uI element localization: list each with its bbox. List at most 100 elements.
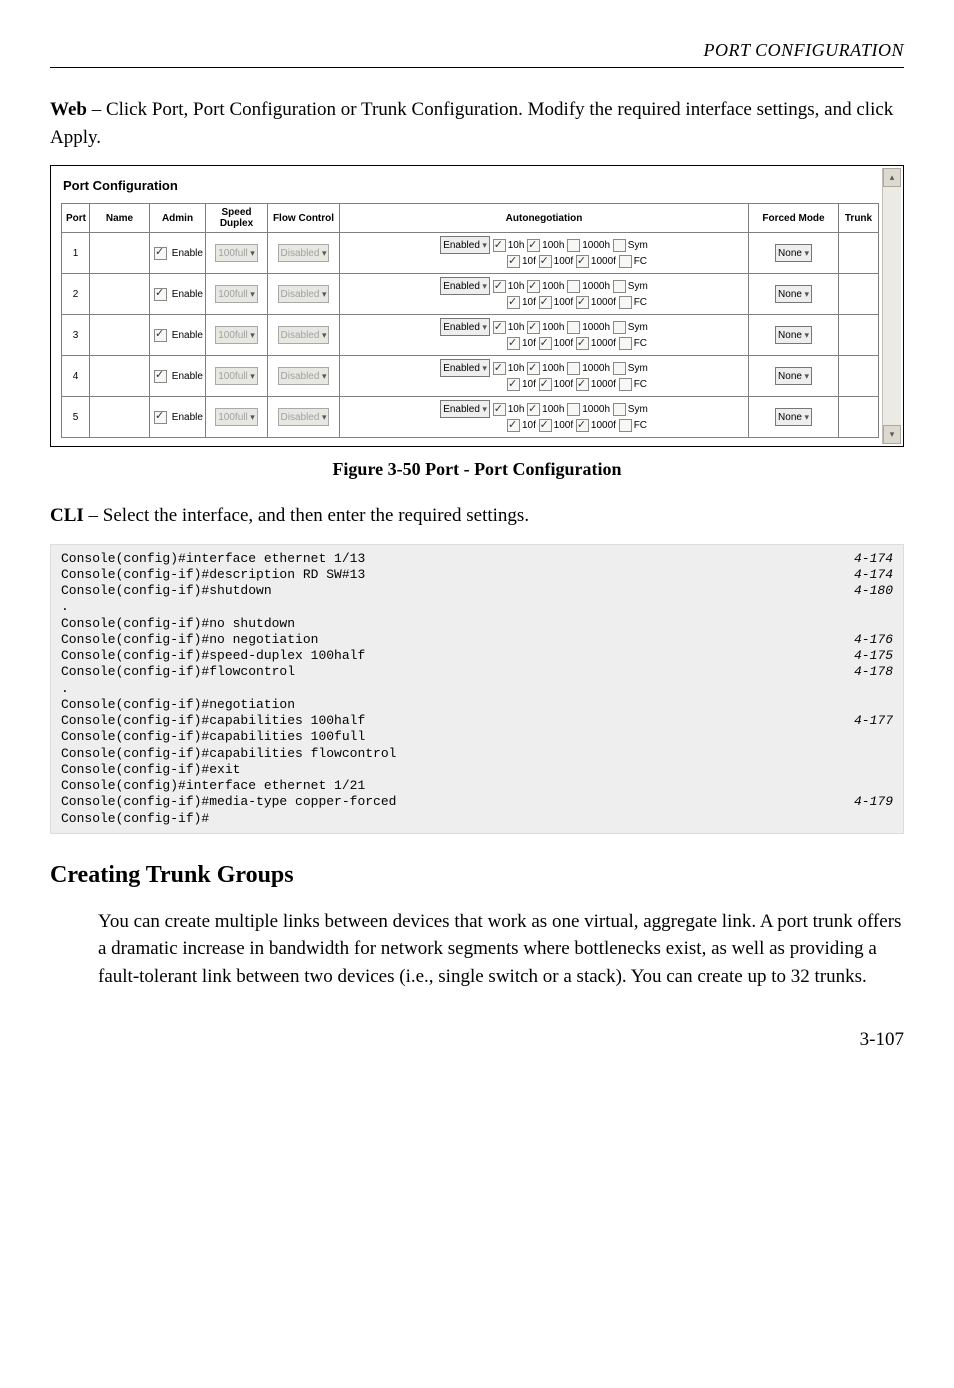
code-command: . [61, 681, 69, 697]
forced-select[interactable]: None [775, 326, 812, 344]
cell-port: 1 [62, 233, 90, 274]
cell-admin[interactable]: Enable [150, 315, 206, 356]
checkbox-icon[interactable] [507, 378, 520, 391]
checkbox-icon[interactable] [154, 247, 167, 260]
checkbox-icon[interactable] [619, 378, 632, 391]
cell-forced[interactable]: None [749, 315, 839, 356]
checkbox-icon[interactable] [527, 403, 540, 416]
checkbox-icon[interactable] [613, 239, 626, 252]
checkbox-icon[interactable] [493, 239, 506, 252]
cell-auto[interactable]: Enabled 10h 100h 1000h Sym10f 100f 1000f… [340, 356, 749, 397]
cell-flow: Disabled [268, 233, 340, 274]
checkbox-icon[interactable] [539, 378, 552, 391]
code-line: . [61, 599, 893, 615]
cell-name[interactable] [90, 274, 150, 315]
checkbox-icon[interactable] [507, 419, 520, 432]
checkbox-icon[interactable] [493, 280, 506, 293]
checkbox-icon[interactable] [539, 255, 552, 268]
checkbox-icon[interactable] [613, 321, 626, 334]
code-command: Console(config-if)#capabilities 100half [61, 713, 365, 729]
cell-speed: 100full [206, 274, 268, 315]
col-port: Port [62, 204, 90, 233]
checkbox-icon[interactable] [576, 296, 589, 309]
checkbox-icon[interactable] [576, 337, 589, 350]
checkbox-icon[interactable] [539, 337, 552, 350]
code-line: Console(config-if)#capabilities 100full [61, 729, 893, 745]
cell-auto[interactable]: Enabled 10h 100h 1000h Sym10f 100f 1000f… [340, 274, 749, 315]
auto-select[interactable]: Enabled [440, 277, 490, 295]
code-command: Console(config-if)#shutdown [61, 583, 272, 599]
checkbox-icon[interactable] [619, 337, 632, 350]
code-line: Console(config)#interface ethernet 1/21 [61, 778, 893, 794]
checkbox-icon[interactable] [539, 419, 552, 432]
cell-forced[interactable]: None [749, 274, 839, 315]
checkbox-icon[interactable] [619, 419, 632, 432]
cell-flow: Disabled [268, 397, 340, 438]
speed-select: 100full [215, 326, 258, 344]
forced-select[interactable]: None [775, 408, 812, 426]
cell-admin[interactable]: Enable [150, 233, 206, 274]
checkbox-icon[interactable] [567, 239, 580, 252]
checkbox-icon[interactable] [493, 403, 506, 416]
checkbox-icon[interactable] [527, 321, 540, 334]
cell-name[interactable] [90, 315, 150, 356]
cell-forced[interactable]: None [749, 356, 839, 397]
cell-forced[interactable]: None [749, 233, 839, 274]
checkbox-icon[interactable] [507, 337, 520, 350]
checkbox-icon[interactable] [619, 255, 632, 268]
cell-admin[interactable]: Enable [150, 356, 206, 397]
checkbox-icon[interactable] [619, 296, 632, 309]
checkbox-icon[interactable] [154, 370, 167, 383]
scrollbar[interactable]: ▴ ▾ [882, 168, 901, 444]
checkbox-icon[interactable] [567, 403, 580, 416]
checkbox-icon[interactable] [613, 280, 626, 293]
col-name: Name [90, 204, 150, 233]
checkbox-icon[interactable] [567, 362, 580, 375]
checkbox-icon[interactable] [576, 255, 589, 268]
cell-auto[interactable]: Enabled 10h 100h 1000h Sym10f 100f 1000f… [340, 233, 749, 274]
checkbox-icon[interactable] [567, 321, 580, 334]
cell-name[interactable] [90, 397, 150, 438]
code-line: Console(config-if)#capabilities flowcont… [61, 746, 893, 762]
code-command: Console(config-if)# [61, 811, 209, 827]
cell-forced[interactable]: None [749, 397, 839, 438]
forced-select[interactable]: None [775, 244, 812, 262]
checkbox-icon[interactable] [527, 239, 540, 252]
forced-select[interactable]: None [775, 285, 812, 303]
checkbox-icon[interactable] [154, 288, 167, 301]
code-command: Console(config-if)#capabilities 100full [61, 729, 365, 745]
scroll-up-icon[interactable]: ▴ [883, 168, 901, 187]
cell-admin[interactable]: Enable [150, 274, 206, 315]
checkbox-icon[interactable] [154, 329, 167, 342]
checkbox-icon[interactable] [527, 280, 540, 293]
screenshot-title: Port Configuration [61, 174, 879, 203]
cell-flow: Disabled [268, 274, 340, 315]
auto-select[interactable]: Enabled [440, 359, 490, 377]
header-rule [50, 67, 904, 68]
forced-select[interactable]: None [775, 367, 812, 385]
cell-name[interactable] [90, 356, 150, 397]
auto-select[interactable]: Enabled [440, 318, 490, 336]
checkbox-icon[interactable] [507, 255, 520, 268]
cell-auto[interactable]: Enabled 10h 100h 1000h Sym10f 100f 1000f… [340, 315, 749, 356]
checkbox-icon[interactable] [613, 362, 626, 375]
cell-name[interactable] [90, 233, 150, 274]
scroll-down-icon[interactable]: ▾ [883, 425, 901, 444]
cell-auto[interactable]: Enabled 10h 100h 1000h Sym10f 100f 1000f… [340, 397, 749, 438]
speed-select: 100full [215, 285, 258, 303]
checkbox-icon[interactable] [576, 419, 589, 432]
checkbox-icon[interactable] [154, 411, 167, 424]
auto-select[interactable]: Enabled [440, 400, 490, 418]
checkbox-icon[interactable] [493, 362, 506, 375]
checkbox-icon[interactable] [539, 296, 552, 309]
auto-select[interactable]: Enabled [440, 236, 490, 254]
checkbox-icon[interactable] [576, 378, 589, 391]
checkbox-icon[interactable] [507, 296, 520, 309]
port-config-window: Port Configuration Port Name Admin Speed… [53, 168, 901, 444]
checkbox-icon[interactable] [493, 321, 506, 334]
checkbox-icon[interactable] [567, 280, 580, 293]
cell-admin[interactable]: Enable [150, 397, 206, 438]
checkbox-icon[interactable] [613, 403, 626, 416]
checkbox-icon[interactable] [527, 362, 540, 375]
cell-speed: 100full [206, 315, 268, 356]
